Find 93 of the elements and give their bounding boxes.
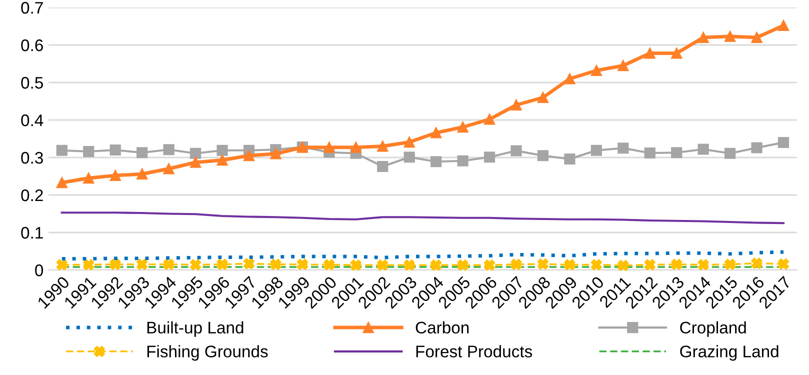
point <box>590 144 602 156</box>
point <box>83 259 94 270</box>
point <box>590 259 602 270</box>
point <box>377 140 388 152</box>
y-tick-label: 0.2 <box>21 189 43 202</box>
point <box>698 144 709 155</box>
point <box>644 48 656 59</box>
legend-label: Cropland <box>680 321 746 337</box>
point <box>216 258 228 270</box>
point <box>698 259 709 270</box>
point <box>216 154 228 166</box>
point <box>83 172 94 184</box>
point <box>377 160 388 172</box>
point <box>590 64 602 76</box>
point <box>618 60 629 72</box>
point <box>190 259 202 270</box>
legend-label: Grazing Land <box>680 345 778 361</box>
point <box>671 48 682 59</box>
point <box>484 260 496 271</box>
y-tick-label: 0.4 <box>21 114 44 126</box>
point <box>430 127 442 138</box>
point <box>190 148 202 159</box>
line-series <box>60 212 785 224</box>
point <box>510 145 522 156</box>
point <box>724 258 736 270</box>
y-tick-label: 0.6 <box>21 39 43 52</box>
point <box>377 260 388 271</box>
point <box>751 142 762 154</box>
point <box>430 260 442 271</box>
point <box>163 258 174 270</box>
point <box>136 168 148 180</box>
legend-label: Built-up Land <box>147 321 244 337</box>
point <box>644 259 656 270</box>
point <box>618 142 629 154</box>
point <box>537 258 549 270</box>
point <box>564 73 576 84</box>
point <box>110 144 121 156</box>
point <box>324 259 335 270</box>
point <box>350 260 362 271</box>
point <box>243 150 255 162</box>
point <box>110 170 121 182</box>
point <box>537 92 549 104</box>
point <box>510 99 522 111</box>
point <box>83 146 94 158</box>
point <box>644 147 656 159</box>
y-tick-label: 0.5 <box>21 76 43 89</box>
point <box>243 258 255 270</box>
point <box>724 148 736 159</box>
point <box>484 114 496 125</box>
point <box>778 258 790 270</box>
point <box>324 142 335 153</box>
point <box>671 147 682 158</box>
point <box>296 258 308 270</box>
point <box>270 148 282 160</box>
point <box>457 155 468 166</box>
point <box>404 136 415 148</box>
point <box>270 258 282 270</box>
point <box>457 260 468 271</box>
point <box>404 152 415 163</box>
point <box>56 177 68 188</box>
point <box>510 258 522 270</box>
point <box>56 259 68 270</box>
point <box>564 259 576 270</box>
y-tick-label: 0.3 <box>21 152 43 164</box>
legend-label: Carbon <box>416 321 469 334</box>
point <box>163 144 174 156</box>
point <box>698 32 709 44</box>
point <box>778 136 790 148</box>
point <box>751 258 762 269</box>
point <box>618 260 629 272</box>
point <box>136 258 148 270</box>
legend-label: Fishing Grounds <box>147 345 268 361</box>
point <box>751 32 762 44</box>
point <box>564 153 576 165</box>
point <box>724 30 736 42</box>
point <box>457 122 468 133</box>
point <box>56 144 68 156</box>
point <box>430 156 442 168</box>
point <box>163 163 174 174</box>
point <box>671 258 682 270</box>
y-tick-label: 0.7 <box>21 2 43 14</box>
point <box>136 147 148 158</box>
point <box>110 258 121 270</box>
legend-label: Forest Products <box>416 345 532 358</box>
point <box>778 20 790 32</box>
point <box>216 144 228 156</box>
y-tick-label: 0 <box>35 264 44 276</box>
point <box>484 152 496 163</box>
point <box>404 260 415 271</box>
y-tick-label: 0.1 <box>21 226 43 239</box>
point <box>190 156 202 168</box>
point <box>537 150 549 162</box>
point <box>350 142 362 153</box>
